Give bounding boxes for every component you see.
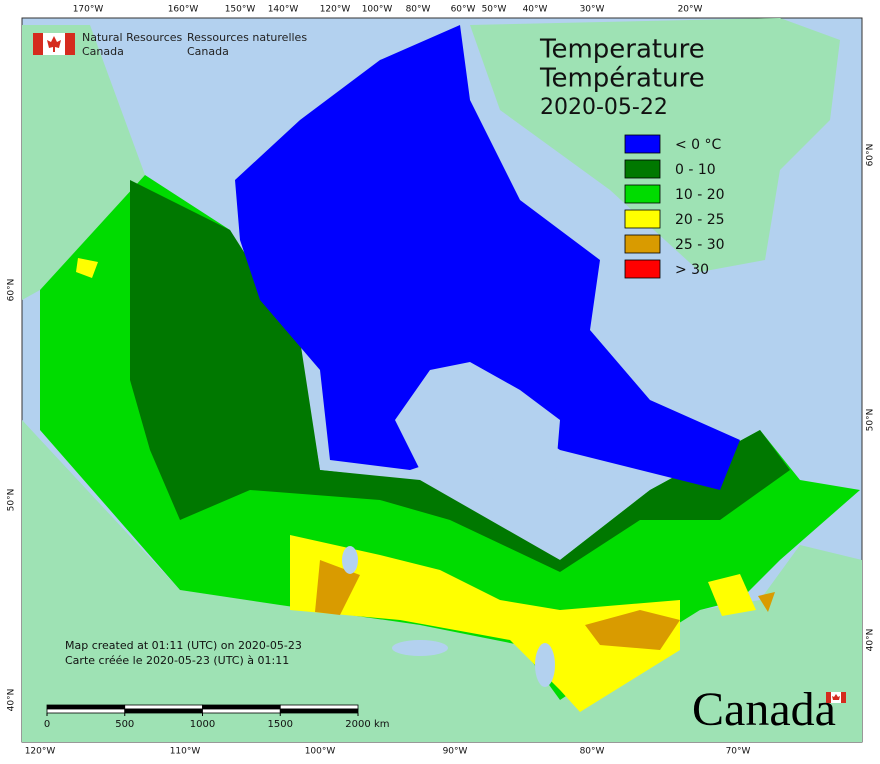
note: Carte créée le 2020-05-23 (UTC) à 01:11 bbox=[65, 654, 289, 667]
agency-fr: Canada bbox=[187, 45, 229, 58]
scale-label: 1000 bbox=[190, 719, 215, 730]
scale-label: 0 bbox=[44, 719, 50, 730]
longitude-label: 80°W bbox=[406, 5, 431, 15]
legend-swatch bbox=[624, 234, 661, 254]
scale-segment bbox=[46, 708, 126, 714]
latitude-label: 60°N bbox=[866, 144, 876, 167]
temperature-region bbox=[585, 610, 680, 650]
temperature-region bbox=[76, 258, 98, 278]
alaska bbox=[22, 25, 145, 300]
title-fr: Température bbox=[539, 64, 705, 94]
longitude-label: 110°W bbox=[170, 747, 201, 757]
longitude-label: 120°W bbox=[320, 5, 351, 15]
legend-label: 25 - 30 bbox=[675, 237, 725, 253]
lake bbox=[392, 640, 448, 656]
legend-label: 0 - 10 bbox=[675, 162, 716, 178]
longitude-label: 100°W bbox=[305, 747, 336, 757]
latitude-label: 40°N bbox=[7, 689, 17, 712]
longitude-label: 30°W bbox=[580, 5, 605, 15]
scale-segment bbox=[202, 704, 281, 710]
longitude-label: 60°W bbox=[451, 5, 476, 15]
latitude-label: 50°N bbox=[7, 489, 17, 512]
wordmark-flag bbox=[826, 692, 846, 703]
scale-unit: km bbox=[374, 719, 390, 730]
longitude-label: 150°W bbox=[225, 5, 256, 15]
title: Temperature bbox=[539, 35, 705, 65]
temperature-region bbox=[290, 535, 680, 712]
temperature-region bbox=[130, 180, 790, 572]
scale-segment bbox=[124, 704, 203, 710]
longitude-label: 120°W bbox=[25, 747, 56, 757]
agency-en: Natural Resources bbox=[82, 31, 183, 44]
hudson-bay bbox=[395, 362, 560, 505]
wordmark: Canada bbox=[692, 683, 836, 736]
longitude-label: 80°W bbox=[580, 747, 605, 757]
agency-en: Canada bbox=[82, 45, 124, 58]
scale-label: 1500 bbox=[268, 719, 293, 730]
longitude-label: 100°W bbox=[362, 5, 393, 15]
longitude-label: 140°W bbox=[268, 5, 299, 15]
legend-swatch bbox=[624, 134, 661, 154]
lake bbox=[535, 643, 555, 687]
legend-label: 10 - 20 bbox=[675, 187, 725, 203]
latitude-label: 50°N bbox=[866, 409, 876, 432]
longitude-label: 90°W bbox=[443, 747, 468, 757]
scale-label: 500 bbox=[115, 719, 134, 730]
scale-segment bbox=[124, 708, 203, 714]
latitude-label: 60°N bbox=[7, 279, 17, 302]
legend-swatch bbox=[624, 209, 661, 229]
longitude-label: 40°W bbox=[523, 5, 548, 15]
legend-label: < 0 °C bbox=[675, 137, 722, 153]
temperature-region bbox=[708, 574, 756, 616]
legend-swatch bbox=[624, 159, 661, 179]
lake bbox=[342, 546, 358, 574]
lakes bbox=[342, 546, 555, 687]
agency-fr: Ressources naturelles bbox=[187, 31, 307, 44]
scale-label: 2000 bbox=[345, 719, 370, 730]
legend-label: > 30 bbox=[675, 262, 709, 278]
temperature-regions bbox=[40, 25, 860, 712]
longitude-label: 70°W bbox=[726, 747, 751, 757]
longitude-label: 50°W bbox=[482, 5, 507, 15]
temperature-region bbox=[235, 25, 740, 490]
nrcan-flag bbox=[33, 33, 75, 55]
longitude-label: 170°W bbox=[73, 5, 104, 15]
date: 2020-05-22 bbox=[540, 95, 668, 120]
note: Map created at 01:11 (UTC) on 2020-05-23 bbox=[65, 639, 302, 652]
temperature-region bbox=[758, 592, 775, 612]
longitude-label: 20°W bbox=[678, 5, 703, 15]
scale-segment bbox=[202, 708, 281, 714]
scale-segment bbox=[279, 708, 359, 714]
legend-swatch bbox=[624, 259, 661, 279]
legend-label: 20 - 25 bbox=[675, 212, 725, 228]
longitude-label: 160°W bbox=[168, 5, 199, 15]
legend-swatch bbox=[624, 184, 661, 204]
latitude-label: 40°N bbox=[866, 629, 876, 652]
scale-segment bbox=[279, 704, 359, 710]
scale-segment bbox=[46, 704, 126, 710]
